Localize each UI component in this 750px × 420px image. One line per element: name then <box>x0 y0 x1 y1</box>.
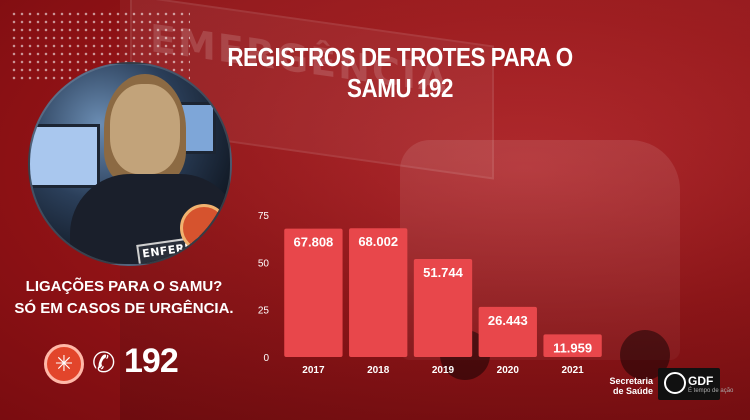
gdf-logo-text: GDF <box>688 374 714 388</box>
bar-chart: 0 25 50 75 67.808 2017 68.002 2018 51.744 2019 26.… <box>258 211 602 376</box>
x-tick-label: 2018 <box>367 365 390 376</box>
side-message-line2: SÓ EM CASOS DE URGÊNCIA. <box>14 300 234 317</box>
bar <box>413 259 473 357</box>
gdf-logo-icon <box>664 372 686 394</box>
side-message: LIGAÇÕES PARA O SAMU? SÓ EM CASOS DE URG… <box>14 276 234 320</box>
phone-number: 192 <box>124 342 179 380</box>
x-tick-label: 2019 <box>432 365 455 376</box>
nurse-photo: ENFERMEIRA <box>28 62 232 266</box>
bar <box>284 228 343 357</box>
y-tick-label: 50 <box>258 258 270 269</box>
y-tick-label: 0 <box>263 353 269 364</box>
bar <box>349 228 408 357</box>
bar-value-label: 67.808 <box>294 235 334 250</box>
uniform-patch <box>180 204 228 252</box>
monitor <box>30 124 100 188</box>
bar-value-label: 51.744 <box>423 265 464 280</box>
side-message-line1: LIGAÇÕES PARA O SAMU? <box>25 278 223 295</box>
bar-value-label: 11.959 <box>553 340 592 355</box>
x-tick-label: 2017 <box>302 365 325 376</box>
phone-ringing-icon: ✆ <box>92 347 116 378</box>
nurse-head <box>110 84 180 174</box>
secretaria-saude-logo: Secretaria de Saúde <box>609 376 653 396</box>
samu-star-of-life-icon: ✳ <box>44 344 84 384</box>
x-tick-label: 2020 <box>497 365 520 376</box>
bar-value-label: 68.002 <box>358 234 398 249</box>
gdf-tagline: É tempo de ação <box>688 388 734 394</box>
bar <box>478 306 537 357</box>
page-title: REGISTROS DE TROTES PARA O SAMU 192 <box>227 42 573 103</box>
y-tick-label: 25 <box>258 306 270 317</box>
star-of-life-glyph: ✳ <box>54 351 74 376</box>
y-tick-label: 75 <box>258 211 270 222</box>
x-tick-label: 2021 <box>561 365 584 376</box>
bar-value-label: 26.443 <box>488 313 528 328</box>
bar <box>543 334 602 357</box>
